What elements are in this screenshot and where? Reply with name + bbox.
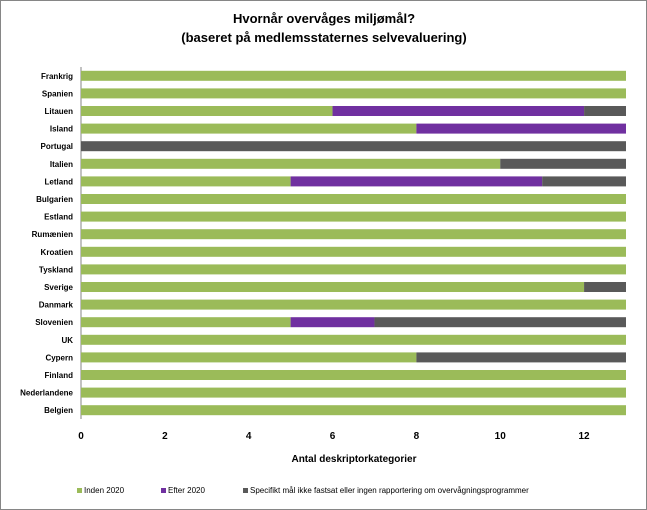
legend-label: Efter 2020 — [168, 486, 205, 495]
bar-segment-inden-2020 — [81, 106, 333, 116]
bar-segment-inden-2020 — [81, 405, 626, 416]
bar-segment-inden-2020 — [81, 88, 626, 99]
bar-segment-inden-2020 — [81, 246, 626, 257]
bar-segment-inden-2020 — [81, 334, 626, 345]
category-label: Sverige — [44, 283, 73, 292]
x-axis-label: Antal deskriptorkategorier — [291, 454, 416, 465]
bar-segment-ikke-fastsat — [584, 106, 626, 116]
bar-segment-inden-2020 — [81, 264, 626, 275]
bar-segment-inden-2020 — [81, 158, 501, 169]
legend-swatch — [243, 488, 248, 493]
x-tick-label: 10 — [495, 431, 507, 442]
bar-segment-inden-2020 — [81, 352, 417, 363]
category-label: Tyskland — [39, 265, 73, 274]
bar-segment-efter-2020 — [290, 176, 543, 187]
bar-segment-inden-2020 — [81, 317, 291, 328]
bar-segment-inden-2020 — [81, 299, 626, 310]
bar-segment-inden-2020 — [81, 70, 626, 81]
bar-segment-inden-2020 — [81, 282, 585, 292]
x-tick-label: 8 — [414, 431, 420, 442]
category-label: Rumænien — [32, 230, 73, 239]
legend-label: Inden 2020 — [84, 486, 125, 495]
bar-segment-efter-2020 — [332, 106, 585, 116]
bar-segment-efter-2020 — [290, 317, 375, 328]
bar-segment-inden-2020 — [81, 229, 626, 240]
bar-segment-inden-2020 — [81, 211, 626, 222]
bar-segment-ikke-fastsat — [81, 141, 626, 152]
bar-segment-inden-2020 — [81, 387, 626, 398]
category-label: Kroatien — [41, 248, 74, 257]
title-line: Hvornår overvåges miljømål? — [232, 11, 416, 26]
category-label: Belgien — [44, 406, 73, 415]
bar-segment-inden-2020 — [81, 194, 626, 204]
bar-segment-ikke-fastsat — [500, 158, 626, 169]
x-tick-label: 6 — [330, 431, 336, 442]
bar-segment-ikke-fastsat — [584, 282, 626, 292]
category-label: Estland — [44, 213, 73, 222]
bar-segment-ikke-fastsat — [374, 317, 626, 328]
legend-swatch — [77, 488, 82, 493]
category-label: Bulgarien — [36, 195, 73, 204]
category-label: Litauen — [45, 107, 74, 116]
category-label: Letland — [45, 177, 74, 186]
x-tick-label: 2 — [162, 431, 168, 442]
category-label: Portugal — [41, 142, 73, 151]
bar-segment-inden-2020 — [81, 176, 291, 187]
legend-label: Specifikt mål ikke fastsat eller ingen r… — [250, 486, 529, 495]
bar-segment-ikke-fastsat — [542, 176, 626, 187]
category-label: Cypern — [45, 353, 73, 362]
category-label: UK — [61, 336, 73, 345]
category-label: Spanien — [42, 89, 73, 98]
bar-segment-inden-2020 — [81, 370, 626, 380]
category-label: Island — [50, 125, 73, 134]
category-label: Danmark — [39, 301, 74, 310]
bar-segment-efter-2020 — [416, 123, 626, 134]
bar-segment-ikke-fastsat — [416, 352, 626, 363]
category-label: Frankrig — [41, 72, 73, 81]
x-tick-label: 12 — [579, 431, 591, 442]
bar-segment-inden-2020 — [81, 123, 417, 134]
category-label: Slovenien — [35, 318, 73, 327]
subtitle-line: (baseret på medlemsstaternes selvevaluer… — [181, 30, 467, 45]
chart-title: Hvornår overvåges miljømål? (baseret på … — [109, 9, 539, 47]
category-label: Finland — [45, 371, 74, 380]
category-label: Nederlandene — [20, 389, 73, 398]
legend-swatch — [161, 488, 166, 493]
x-tick-label: 4 — [246, 431, 252, 442]
category-label: Italien — [50, 160, 73, 169]
x-tick-label: 0 — [78, 431, 84, 442]
